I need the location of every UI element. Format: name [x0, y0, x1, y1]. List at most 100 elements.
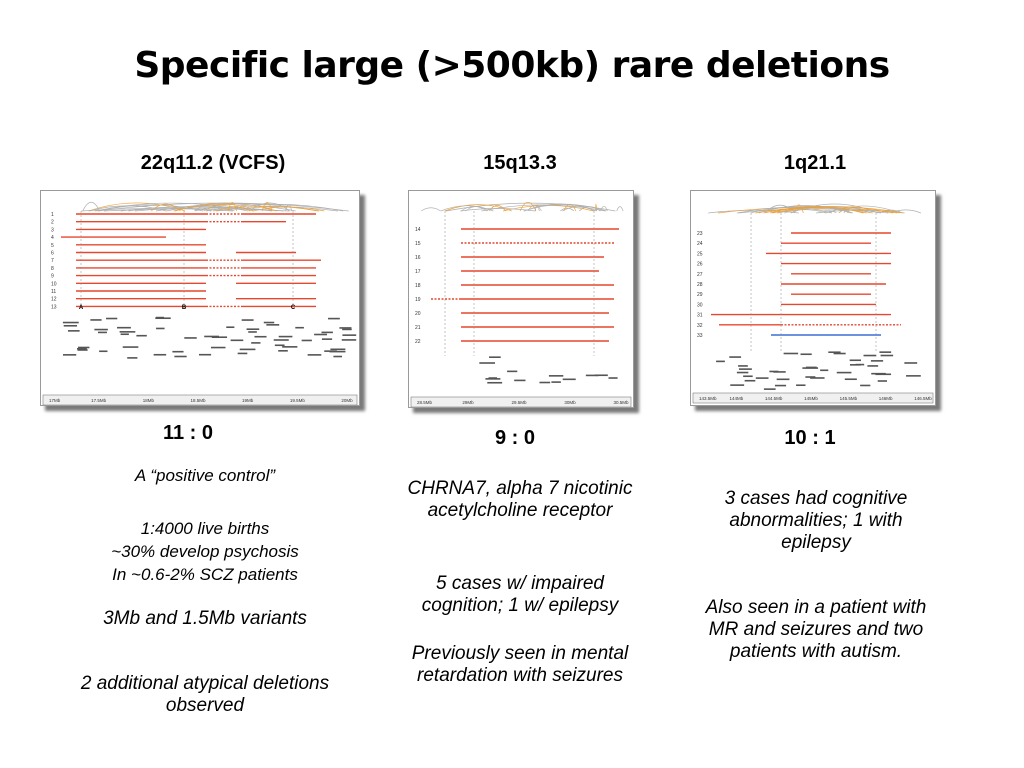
row-label: 15 [415, 241, 421, 247]
gene-glyph [230, 339, 244, 342]
gene-glyph [341, 339, 357, 341]
gene-glyph [120, 333, 129, 336]
text-variants: 3Mb and 1.5Mb variants [103, 608, 307, 629]
gene-glyph [97, 331, 107, 334]
axis-tick-label: 19.5Mb [290, 398, 306, 403]
deletion-map-1q21: 23 24 25 26 27 28 29 30 31 32 33 143.5Mb 144Mb 144.5M… [692, 203, 934, 404]
row-label: 24 [697, 241, 703, 247]
row-label: 19 [415, 297, 421, 303]
row-label: 6 [51, 251, 54, 257]
linkage-arc [95, 202, 249, 212]
gene-glyph [339, 327, 352, 329]
axis-tick-label: 144.5Mb [765, 396, 783, 401]
gene-glyph [90, 319, 102, 321]
gene-glyph [342, 334, 357, 336]
gene-glyph [333, 355, 343, 358]
row-label: 20 [415, 311, 421, 317]
gene-glyph [548, 375, 564, 377]
text-chrna7: CHRNA7, alpha 7 nicotinic acetylcholine … [395, 478, 645, 522]
row-label: 32 [697, 323, 703, 329]
gene-glyph [783, 352, 799, 355]
axis-bar [410, 396, 632, 407]
gene-glyph [833, 352, 846, 355]
gene-glyph [321, 338, 333, 340]
row-label: 21 [415, 325, 421, 331]
breakpoint-marker: A [79, 305, 84, 311]
gene-glyph [63, 324, 78, 327]
gene-glyph [773, 371, 786, 373]
text-impaired-cognition: 5 cases w/ impaired cognition; 1 w/ epil… [421, 573, 619, 616]
gene-glyph [488, 377, 498, 379]
axis-tick-label: 30.5Mb [613, 400, 629, 405]
row-label: 27 [697, 272, 703, 278]
axis-tick-label: 143.5Mb [699, 396, 717, 401]
axis-bar [692, 392, 934, 404]
gene-glyph [828, 351, 841, 354]
linkage-arc [420, 207, 441, 212]
gene-glyph [844, 378, 857, 381]
row-label: 33 [697, 333, 703, 339]
row-label: 4 [51, 235, 54, 241]
gene-glyph [738, 368, 752, 370]
linkage-arc [213, 205, 319, 212]
gene-glyph [67, 330, 80, 332]
row-label: 17 [415, 269, 421, 275]
gene-glyph [805, 376, 816, 378]
gene-glyph [278, 335, 293, 338]
gene-glyph [805, 366, 817, 369]
gene-glyph [266, 324, 280, 326]
linkage-arc [750, 207, 833, 214]
gene-glyph [210, 346, 226, 349]
linkage-arc [97, 202, 349, 212]
linkage-arc [825, 205, 900, 214]
gene-glyph [594, 374, 608, 377]
gene-glyph [539, 381, 551, 384]
gene-glyph [136, 334, 147, 337]
text-atypical-deletions: 2 additional atypical deletions observed [80, 673, 330, 716]
linkage-arc [261, 202, 273, 212]
linkage-arc [151, 203, 181, 212]
gene-glyph [156, 327, 165, 330]
gene-glyph [78, 346, 90, 349]
gene-glyph [342, 328, 352, 331]
gene-glyph [877, 380, 888, 382]
row-label: 18 [415, 283, 421, 289]
slide-title: Specific large (>500kb) rare deletions [134, 45, 890, 86]
gene-glyph [562, 378, 576, 381]
row-label: 11 [51, 289, 56, 295]
row-label: 1 [51, 212, 54, 218]
axis-tick-label: 17Mb [49, 398, 61, 403]
heading-1q21: 1q21.1 [783, 152, 847, 174]
axis-bar [42, 394, 358, 405]
gene-glyph [879, 351, 892, 353]
row-label: 23 [697, 231, 703, 237]
linkage-arc [616, 206, 624, 212]
gene-glyph [810, 377, 825, 379]
gene-glyph [880, 354, 894, 357]
row-label: 8 [51, 266, 54, 272]
gene-glyph [117, 326, 131, 329]
gene-glyph [836, 371, 852, 374]
row-label: 5 [51, 243, 54, 249]
linkage-arc [736, 206, 881, 214]
gene-glyph [736, 371, 749, 374]
gene-glyph [155, 317, 171, 320]
gene-glyph [226, 326, 235, 329]
linkage-arc [890, 209, 922, 214]
text-live-births: 1:4000 live births [140, 519, 270, 538]
gene-glyph [239, 348, 256, 351]
figure-1q21: 23 24 25 26 27 28 29 30 31 32 33 143.5Mb 144Mb 144.5M… [690, 190, 936, 406]
gene-glyph [716, 360, 725, 363]
gene-glyph [301, 339, 312, 342]
row-label: 31 [697, 313, 703, 319]
gene-glyph [514, 379, 526, 382]
gene-glyph [849, 359, 861, 362]
row-label: 3 [51, 227, 54, 233]
axis-tick-label: 29Mb [462, 400, 474, 405]
row-label: 29 [697, 292, 703, 298]
row-label: 28 [697, 282, 703, 288]
axis-tick-label: 18.5Mb [190, 398, 206, 403]
axis-tick-label: 28.5Mb [417, 400, 433, 405]
gene-glyph [254, 335, 267, 338]
gene-glyph [278, 350, 288, 352]
